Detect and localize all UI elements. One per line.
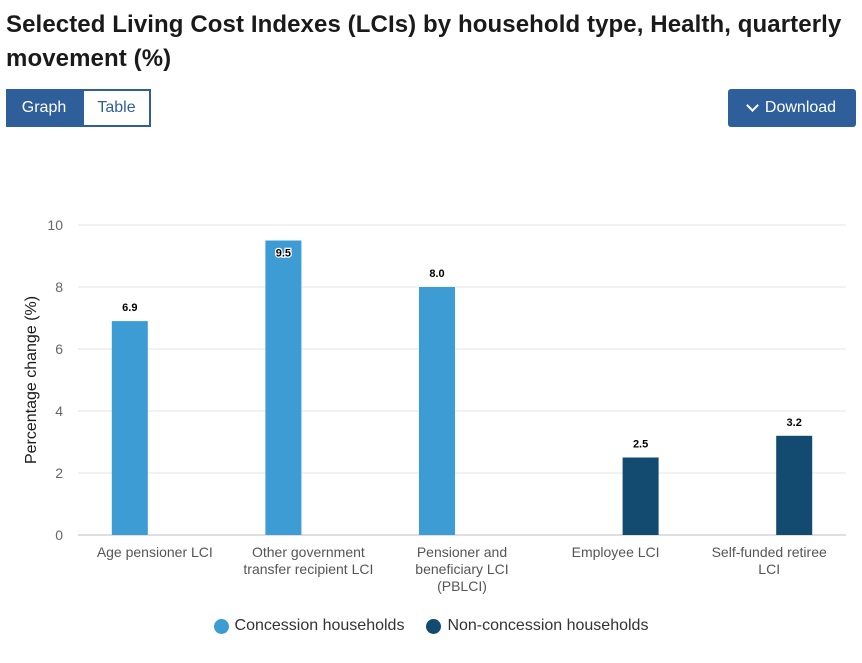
x-tick-label: Pensioner and beneficiary LCI (PBLCI) <box>415 544 508 594</box>
legend-item-non-concession[interactable]: Non-concession households <box>426 617 648 635</box>
bar[interactable] <box>111 321 148 535</box>
data-label: 2.5 <box>633 439 648 451</box>
bars: 6.9 9.5 8.0 2.5 3.2 <box>111 240 813 536</box>
data-label: 8.0 <box>429 268 444 280</box>
y-tick-label: 10 <box>47 217 63 233</box>
y-axis-label: Percentage change (%) <box>23 296 40 464</box>
tab-graph[interactable]: Graph <box>6 89 82 127</box>
legend-label-non-concession: Non-concession households <box>447 617 649 634</box>
view-toggle: Graph Table <box>6 89 151 127</box>
data-label: 3.2 <box>787 417 802 429</box>
download-label: Download <box>764 99 837 116</box>
legend: Concession households Non-concession hou… <box>0 617 862 635</box>
gridlines <box>78 224 846 536</box>
data-label: 9.5 <box>276 248 291 260</box>
bar[interactable] <box>622 457 659 536</box>
bar[interactable] <box>776 435 813 535</box>
bar-chart: 0 2 4 6 8 10 6.9 9.5 8.0 2.5 3.2 Age pensioner LC… <box>23 217 846 594</box>
bar[interactable] <box>419 287 455 535</box>
y-axis-ticks: 0 2 4 6 8 10 <box>47 217 63 543</box>
x-tick-label: Self-funded retiree LCI <box>712 544 827 577</box>
tab-table[interactable]: Table <box>82 89 151 127</box>
x-tick-label: Other government transfer recipient LCI <box>243 544 373 577</box>
y-tick-label: 0 <box>55 527 63 543</box>
data-label: 6.9 <box>122 302 137 314</box>
x-tick-label: Age pensioner LCI <box>97 544 213 560</box>
legend-item-concession[interactable]: Concession households <box>213 617 405 635</box>
y-tick-label: 4 <box>55 403 63 419</box>
y-tick-label: 8 <box>55 279 63 295</box>
y-tick-label: 2 <box>55 465 63 481</box>
download-button[interactable]: Download <box>728 89 856 127</box>
bar[interactable] <box>265 240 302 536</box>
legend-swatch-concession <box>213 618 229 634</box>
chart-title: Selected Living Cost Indexes (LCIs) by h… <box>6 11 842 72</box>
x-axis-labels: Age pensioner LCI Other government transfe… <box>97 544 827 594</box>
y-tick-label: 6 <box>55 341 63 357</box>
legend-swatch-non-concession <box>426 618 442 634</box>
x-tick-label: Employee LCI <box>572 544 660 560</box>
legend-label-concession: Concession households <box>234 617 405 634</box>
